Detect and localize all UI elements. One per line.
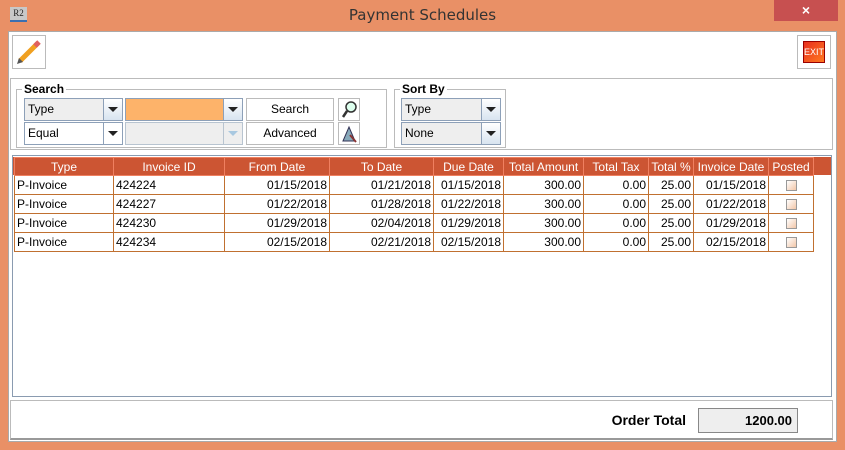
chevron-down-icon xyxy=(481,123,500,144)
posted-cell xyxy=(768,175,814,195)
chevron-down-icon xyxy=(223,99,242,120)
column-header-from-date[interactable]: From Date xyxy=(224,157,330,176)
table-cell: 02/15/2018 xyxy=(433,232,504,252)
search-panel xyxy=(10,78,833,150)
table-cell: P-Invoice xyxy=(14,194,114,214)
advanced-search-icon xyxy=(342,125,357,143)
payment-schedules-table: Type Invoice ID From Date To Date Due Date To… xyxy=(12,155,832,397)
table-cell: 01/15/2018 xyxy=(224,175,330,195)
table-cell: 300.00 xyxy=(503,232,584,252)
table-cell: 01/22/2018 xyxy=(693,194,769,214)
posted-checkbox[interactable] xyxy=(785,199,797,211)
table-row[interactable]: P-Invoice 424234 02/15/2018 02/21/2018 02/15… xyxy=(14,232,814,252)
advanced-icon-button[interactable] xyxy=(338,122,360,145)
search-value-combo[interactable] xyxy=(125,98,243,121)
order-total-label: Order Total xyxy=(611,412,686,428)
table-cell: 424227 xyxy=(113,194,225,214)
search-group-label: Search xyxy=(22,82,67,96)
magnifier-icon xyxy=(341,100,357,118)
search-group xyxy=(16,89,387,148)
column-header-total-tax[interactable]: Total Tax xyxy=(583,157,649,176)
table-cell: 300.00 xyxy=(503,213,584,233)
sort-group xyxy=(394,89,506,148)
table-cell: 0.00 xyxy=(583,213,649,233)
edit-button[interactable] xyxy=(12,35,46,69)
pencil-icon xyxy=(17,40,41,64)
chevron-down-icon xyxy=(103,123,122,144)
table-cell: 02/21/2018 xyxy=(329,232,434,252)
posted-cell xyxy=(768,213,814,233)
advanced-button[interactable]: Advanced xyxy=(246,122,334,145)
table-cell: 01/22/2018 xyxy=(433,194,504,214)
table-header-row: Type Invoice ID From Date To Date Due Date To… xyxy=(14,157,814,176)
table-cell: 0.00 xyxy=(583,232,649,252)
posted-checkbox[interactable] xyxy=(785,180,797,192)
table-cell: 01/29/2018 xyxy=(224,213,330,233)
column-header-posted[interactable]: Posted xyxy=(768,157,814,176)
order-total-field: 1200.00 xyxy=(698,408,798,433)
posted-cell xyxy=(768,194,814,214)
search-value2-combo xyxy=(125,122,243,145)
title-bar: R2 Payment Schedules × xyxy=(0,0,845,31)
schedule-grid: Type Invoice ID From Date To Date Due Date To… xyxy=(14,157,814,252)
chevron-down-icon xyxy=(481,99,500,120)
table-cell: 25.00 xyxy=(648,213,694,233)
table-row[interactable]: P-Invoice 424230 01/29/2018 02/04/2018 01/29… xyxy=(14,213,814,233)
operator-combo[interactable]: Equal xyxy=(24,122,123,145)
chevron-down-icon xyxy=(103,99,122,120)
table-cell: 01/29/2018 xyxy=(693,213,769,233)
table-cell: 01/15/2018 xyxy=(693,175,769,195)
table-cell: P-Invoice xyxy=(14,175,114,195)
table-cell: 25.00 xyxy=(648,194,694,214)
close-button[interactable]: × xyxy=(774,0,838,21)
exit-button[interactable]: EXIT xyxy=(797,35,831,69)
table-cell: 02/15/2018 xyxy=(693,232,769,252)
posted-checkbox[interactable] xyxy=(785,218,797,230)
posted-checkbox[interactable] xyxy=(785,237,797,249)
column-header-due-date[interactable]: Due Date xyxy=(433,157,504,176)
table-row[interactable]: P-Invoice 424224 01/15/2018 01/21/2018 01/15… xyxy=(14,175,814,195)
table-cell: P-Invoice xyxy=(14,213,114,233)
window-title: Payment Schedules xyxy=(348,6,497,24)
chevron-down-icon xyxy=(223,123,242,144)
app-icon: R2 xyxy=(10,7,27,22)
column-header-total[interactable]: Total % xyxy=(648,157,694,176)
column-header-to-date[interactable]: To Date xyxy=(329,157,434,176)
table-cell: 300.00 xyxy=(503,194,584,214)
table-cell: 01/22/2018 xyxy=(224,194,330,214)
table-cell: 300.00 xyxy=(503,175,584,195)
exit-icon: EXIT xyxy=(803,41,825,63)
sort-group-label: Sort By xyxy=(400,82,447,96)
sort-secondary-combo[interactable]: None xyxy=(401,122,501,145)
posted-cell xyxy=(768,232,814,252)
table-cell: 02/15/2018 xyxy=(224,232,330,252)
search-button[interactable]: Search xyxy=(246,98,334,121)
table-row[interactable]: P-Invoice 424227 01/22/2018 01/28/2018 01/22… xyxy=(14,194,814,214)
table-cell: 25.00 xyxy=(648,175,694,195)
column-header-type[interactable]: Type xyxy=(14,157,114,176)
table-cell: 01/28/2018 xyxy=(329,194,434,214)
footer-panel: Order Total 1200.00 xyxy=(10,400,833,440)
table-cell: 0.00 xyxy=(583,194,649,214)
table-cell: 424234 xyxy=(113,232,225,252)
column-header-invoice-date[interactable]: Invoice Date xyxy=(693,157,769,176)
table-cell: 01/29/2018 xyxy=(433,213,504,233)
column-header-total-amount[interactable]: Total Amount xyxy=(503,157,584,176)
table-cell: P-Invoice xyxy=(14,232,114,252)
search-field-combo[interactable]: Type xyxy=(24,98,123,121)
table-cell: 01/15/2018 xyxy=(433,175,504,195)
table-cell: 424224 xyxy=(113,175,225,195)
search-icon-button[interactable] xyxy=(338,98,360,121)
sort-primary-combo[interactable]: Type xyxy=(401,98,501,121)
table-cell: 424230 xyxy=(113,213,225,233)
column-header-invoice-id[interactable]: Invoice ID xyxy=(113,157,225,176)
table-cell: 02/04/2018 xyxy=(329,213,434,233)
table-cell: 0.00 xyxy=(583,175,649,195)
table-cell: 01/21/2018 xyxy=(329,175,434,195)
table-cell: 25.00 xyxy=(648,232,694,252)
